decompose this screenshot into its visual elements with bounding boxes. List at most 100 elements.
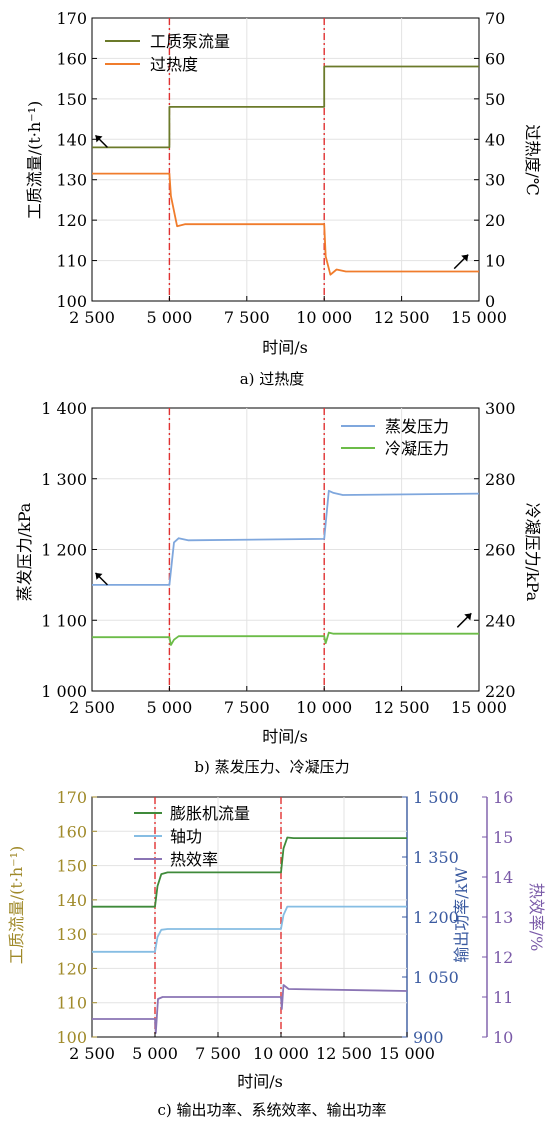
arrow-icon-head [95, 572, 103, 580]
chart-a-arrows [94, 134, 469, 270]
chart-b-ticks: 2 500 5 000 7 500 10 000 12 500 15 000 1 000 1 … [41, 399, 515, 717]
series-line-superheat [92, 172, 479, 276]
chart-a-frame [91, 17, 480, 302]
y-tick-label-right1: 900 [413, 1028, 444, 1047]
y-tick-label-left: 140 [56, 130, 87, 149]
y-tick-label-left: 110 [56, 994, 87, 1013]
legend-shaft-power: 轴功 [170, 827, 202, 846]
y-tick-label-right: 40 [485, 130, 505, 149]
x-tick-label: 10 000 [296, 698, 352, 717]
chart-c-ylabel-left: 工质流量/(t·h⁻¹) [7, 846, 26, 965]
x-tick-label: 2 500 [69, 1044, 115, 1063]
chart-a-xlabel: 时间/s [262, 338, 308, 357]
y-tick-label-right: 300 [485, 399, 516, 418]
x-tick-label: 5 000 [146, 308, 192, 327]
chart-b: 2 500 5 000 7 500 10 000 12 500 15 000 1 000 1 … [15, 399, 542, 776]
chart-b-ylabel-right: 冷凝压力/kPa [523, 503, 542, 602]
chart-a: 2 500 5 000 7 500 10 000 12 500 15 0001001101… [25, 9, 542, 388]
series-line-shaft-power [92, 905, 407, 953]
y-tick-label-left: 100 [56, 1028, 87, 1047]
chart-b-step-markers [168, 408, 325, 691]
arrow-icon-head [461, 254, 469, 262]
legend-superheat: 过热度 [150, 55, 198, 74]
chart-c: 2 500 5 000 7 500 10 000 12 500 15 000 100 110 1… [7, 788, 546, 1119]
y-tick-label-left: 100 [56, 292, 87, 311]
chart-a-ylabel-left: 工质流量/(t·h⁻¹) [25, 101, 44, 220]
y-tick-label-left: 150 [56, 90, 87, 109]
chart-c-grid [92, 797, 407, 1037]
y-tick-label-left: 170 [56, 9, 87, 28]
y-tick-label-right: 0 [485, 292, 495, 311]
series-line-cond-pressure [92, 631, 479, 646]
chart-c-ticks: 2 500 5 000 7 500 10 000 12 500 15 000 100 110 1… [56, 788, 513, 1063]
y-tick-label-left: 140 [56, 891, 87, 910]
y-tick-label-left: 1 000 [41, 682, 87, 701]
y-tick-label-right2: 16 [493, 788, 513, 807]
y-tick-label-right1: 1 500 [413, 788, 459, 807]
chart-b-ylabel-left: 蒸发压力/kPa [15, 502, 34, 601]
y-tick-label-left: 130 [56, 171, 87, 190]
y-tick-label-left: 120 [56, 211, 87, 230]
chart-c-ylabel-power: 输出功率/kW [452, 867, 471, 963]
chart-c-xlabel: 时间/s [237, 1072, 283, 1091]
series-line-pump-flow [92, 65, 479, 149]
y-tick-label-right: 20 [485, 211, 505, 230]
y-tick-label-right2: 11 [493, 988, 513, 1007]
y-tick-label-right2: 12 [493, 948, 513, 967]
chart-a-series [92, 65, 479, 276]
chart-c-ylabel-efficiency: 热效率/% [527, 883, 546, 952]
x-tick-label: 10 000 [296, 308, 352, 327]
y-tick-label-right2: 10 [493, 1028, 513, 1047]
y-tick-label-right2: 15 [493, 828, 513, 847]
series-line-expander-flow [92, 836, 407, 908]
x-tick-label: 12 500 [316, 1044, 372, 1063]
chart-b-series [92, 489, 480, 646]
y-tick-label-right: 220 [485, 682, 516, 701]
x-tick-label: 5 000 [146, 698, 192, 717]
legend-evap-pressure: 蒸发压力 [385, 417, 449, 436]
x-tick-label: 2 500 [69, 698, 115, 717]
chart-b-xlabel: 时间/s [262, 727, 308, 746]
x-tick-label: 15 000 [451, 308, 507, 327]
chart-a-caption: a) 过热度 [240, 370, 305, 388]
y-tick-label-right: 10 [485, 252, 505, 271]
x-tick-label: 15 000 [451, 698, 507, 717]
y-tick-label-left: 120 [56, 959, 87, 978]
y-tick-label-left: 1 200 [41, 541, 87, 560]
y-tick-label-right2: 14 [493, 868, 513, 887]
chart-a-step-markers [168, 18, 325, 301]
x-tick-label: 10 000 [253, 1044, 309, 1063]
arrow-icon-head [464, 613, 472, 621]
y-tick-label-right: 60 [485, 49, 505, 68]
chart-c-series [92, 836, 408, 1034]
y-tick-label-left: 1 100 [41, 611, 87, 630]
y-tick-label-right: 240 [485, 611, 516, 630]
legend-cond-pressure: 冷凝压力 [385, 439, 449, 458]
legend-expander-flow: 膨胀机流量 [170, 804, 250, 823]
y-tick-label-left: 110 [56, 252, 87, 271]
x-tick-label: 7 500 [224, 698, 270, 717]
chart-c-caption: c) 输出功率、系统效率、输出功率 [157, 1101, 386, 1119]
y-tick-label-right1: 1 350 [413, 848, 459, 867]
y-tick-label-right: 50 [485, 90, 505, 109]
y-tick-label-left: 1 400 [41, 399, 87, 418]
chart-a-ylabel-right: 过热度/℃ [523, 124, 542, 195]
legend-thermal-eff: 热效率 [170, 850, 218, 869]
y-tick-label-left: 160 [56, 49, 87, 68]
legend-pump-flow: 工质泵流量 [150, 32, 230, 51]
chart-b-caption: b) 蒸发压力、冷凝压力 [194, 758, 349, 776]
x-tick-label: 5 000 [132, 1044, 178, 1063]
y-tick-label-left: 160 [56, 822, 87, 841]
y-tick-label-left: 150 [56, 857, 87, 876]
arrow-icon-head [95, 135, 103, 143]
chart-b-arrows [94, 572, 472, 628]
x-tick-label: 7 500 [195, 1044, 241, 1063]
x-tick-label: 12 500 [374, 698, 430, 717]
y-tick-label-right1: 1 050 [413, 968, 459, 987]
y-tick-label-left: 1 300 [41, 470, 87, 489]
y-tick-label-left: 130 [56, 925, 87, 944]
y-tick-label-right: 280 [485, 470, 516, 489]
x-tick-label: 15 000 [379, 1044, 435, 1063]
x-tick-label: 2 500 [69, 308, 115, 327]
